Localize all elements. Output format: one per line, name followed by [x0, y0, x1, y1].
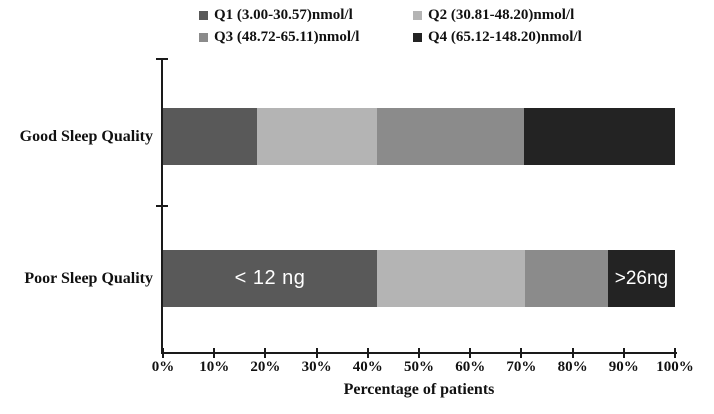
- legend-swatch-icon: [199, 11, 208, 20]
- bar-value-annotation: < 12 ng: [234, 267, 306, 289]
- legend-label: Q2 (30.81-48.20)nmol/l: [428, 7, 575, 23]
- bar-segment-q1: < 12 ng: [163, 250, 378, 307]
- category-label-poor-sleep-quality: Poor Sleep Quality: [24, 269, 153, 287]
- x-axis-tick: [213, 348, 216, 358]
- x-tick-label: 50%: [404, 359, 434, 375]
- x-axis-tick: [315, 348, 318, 358]
- legend-swatch-icon: [413, 33, 422, 42]
- x-tick-label: 60%: [455, 359, 486, 375]
- category-label-good-sleep-quality: Good Sleep Quality: [19, 127, 153, 145]
- bar-segment-q2: [377, 250, 526, 307]
- x-tick-label: 90%: [608, 359, 639, 375]
- legend-label: Q1 (3.00-30.57)nmol/l: [214, 7, 353, 23]
- bar-value-annotation: >26ng: [614, 267, 669, 289]
- x-tick-label: 80%: [557, 359, 588, 375]
- x-axis-tick: [366, 348, 369, 358]
- x-axis-tick: [162, 348, 164, 358]
- legend-item-q1: Q1 (3.00-30.57)nmol/l: [199, 7, 413, 23]
- x-tick-label: 100%: [656, 359, 694, 375]
- x-axis-tick: [674, 348, 676, 358]
- x-axis-tick: [418, 348, 420, 358]
- bar-segment-q3: [525, 250, 608, 307]
- x-axis-tick: [571, 348, 574, 358]
- y-axis-tick: [156, 58, 168, 60]
- x-tick-label: 10%: [199, 359, 230, 375]
- x-axis-tick: [622, 348, 625, 358]
- legend-item-q2: Q2 (30.81-48.20)nmol/l: [413, 7, 643, 23]
- bar-segment-q2: [256, 108, 377, 165]
- chart-legend: Q1 (3.00-30.57)nmol/l Q2 (30.81-48.20)nmo…: [199, 7, 643, 45]
- x-tick-label: 70%: [506, 359, 537, 375]
- legend-swatch-icon: [413, 11, 422, 20]
- legend-label: Q4 (65.12-148.20)nmol/l: [428, 29, 582, 45]
- legend-swatch-icon: [199, 33, 208, 42]
- bar-segment-q4: >26ng: [607, 250, 675, 307]
- bar-segment-q4: [523, 108, 675, 165]
- x-tick-label: 40%: [352, 359, 383, 375]
- x-axis-tick: [469, 348, 472, 358]
- bar-segment-q1: [163, 108, 257, 165]
- x-axis-tick: [264, 348, 267, 358]
- x-axis-tick: [520, 348, 523, 358]
- legend-item-q3: Q3 (48.72-65.11)nmol/l: [199, 29, 413, 45]
- bar-segment-q3: [377, 108, 524, 165]
- x-tick-label: 30%: [301, 359, 332, 375]
- bar-poor-sleep-quality: < 12 ng >26ng: [163, 250, 675, 307]
- x-axis-title: Percentage of patients: [343, 381, 495, 398]
- legend-label: Q3 (48.72-65.11)nmol/l: [214, 29, 360, 45]
- x-tick-label: 20%: [250, 359, 281, 375]
- y-axis-tick: [156, 205, 168, 207]
- x-tick-label: 0%: [151, 359, 175, 375]
- bar-good-sleep-quality: [163, 108, 675, 165]
- legend-item-q4: Q4 (65.12-148.20)nmol/l: [413, 29, 643, 45]
